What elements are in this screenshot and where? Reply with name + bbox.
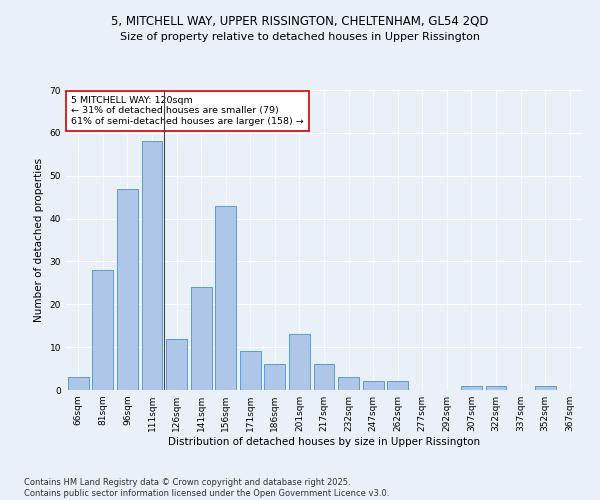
Bar: [314, 364, 334, 390]
Y-axis label: Number of detached properties: Number of detached properties: [34, 158, 44, 322]
Bar: [338, 377, 359, 390]
Bar: [362, 382, 383, 390]
Bar: [142, 142, 163, 390]
Bar: [215, 206, 236, 390]
Text: Contains HM Land Registry data © Crown copyright and database right 2025.
Contai: Contains HM Land Registry data © Crown c…: [24, 478, 389, 498]
X-axis label: Distribution of detached houses by size in Upper Rissington: Distribution of detached houses by size …: [168, 437, 480, 447]
Bar: [117, 188, 138, 390]
Bar: [240, 352, 261, 390]
Bar: [68, 377, 89, 390]
Bar: [92, 270, 113, 390]
Bar: [461, 386, 482, 390]
Bar: [166, 338, 187, 390]
Bar: [387, 382, 408, 390]
Text: 5 MITCHELL WAY: 120sqm
← 31% of detached houses are smaller (79)
61% of semi-det: 5 MITCHELL WAY: 120sqm ← 31% of detached…: [71, 96, 304, 126]
Bar: [485, 386, 506, 390]
Bar: [289, 334, 310, 390]
Bar: [535, 386, 556, 390]
Text: Size of property relative to detached houses in Upper Rissington: Size of property relative to detached ho…: [120, 32, 480, 42]
Text: 5, MITCHELL WAY, UPPER RISSINGTON, CHELTENHAM, GL54 2QD: 5, MITCHELL WAY, UPPER RISSINGTON, CHELT…: [111, 15, 489, 28]
Bar: [191, 287, 212, 390]
Bar: [265, 364, 286, 390]
